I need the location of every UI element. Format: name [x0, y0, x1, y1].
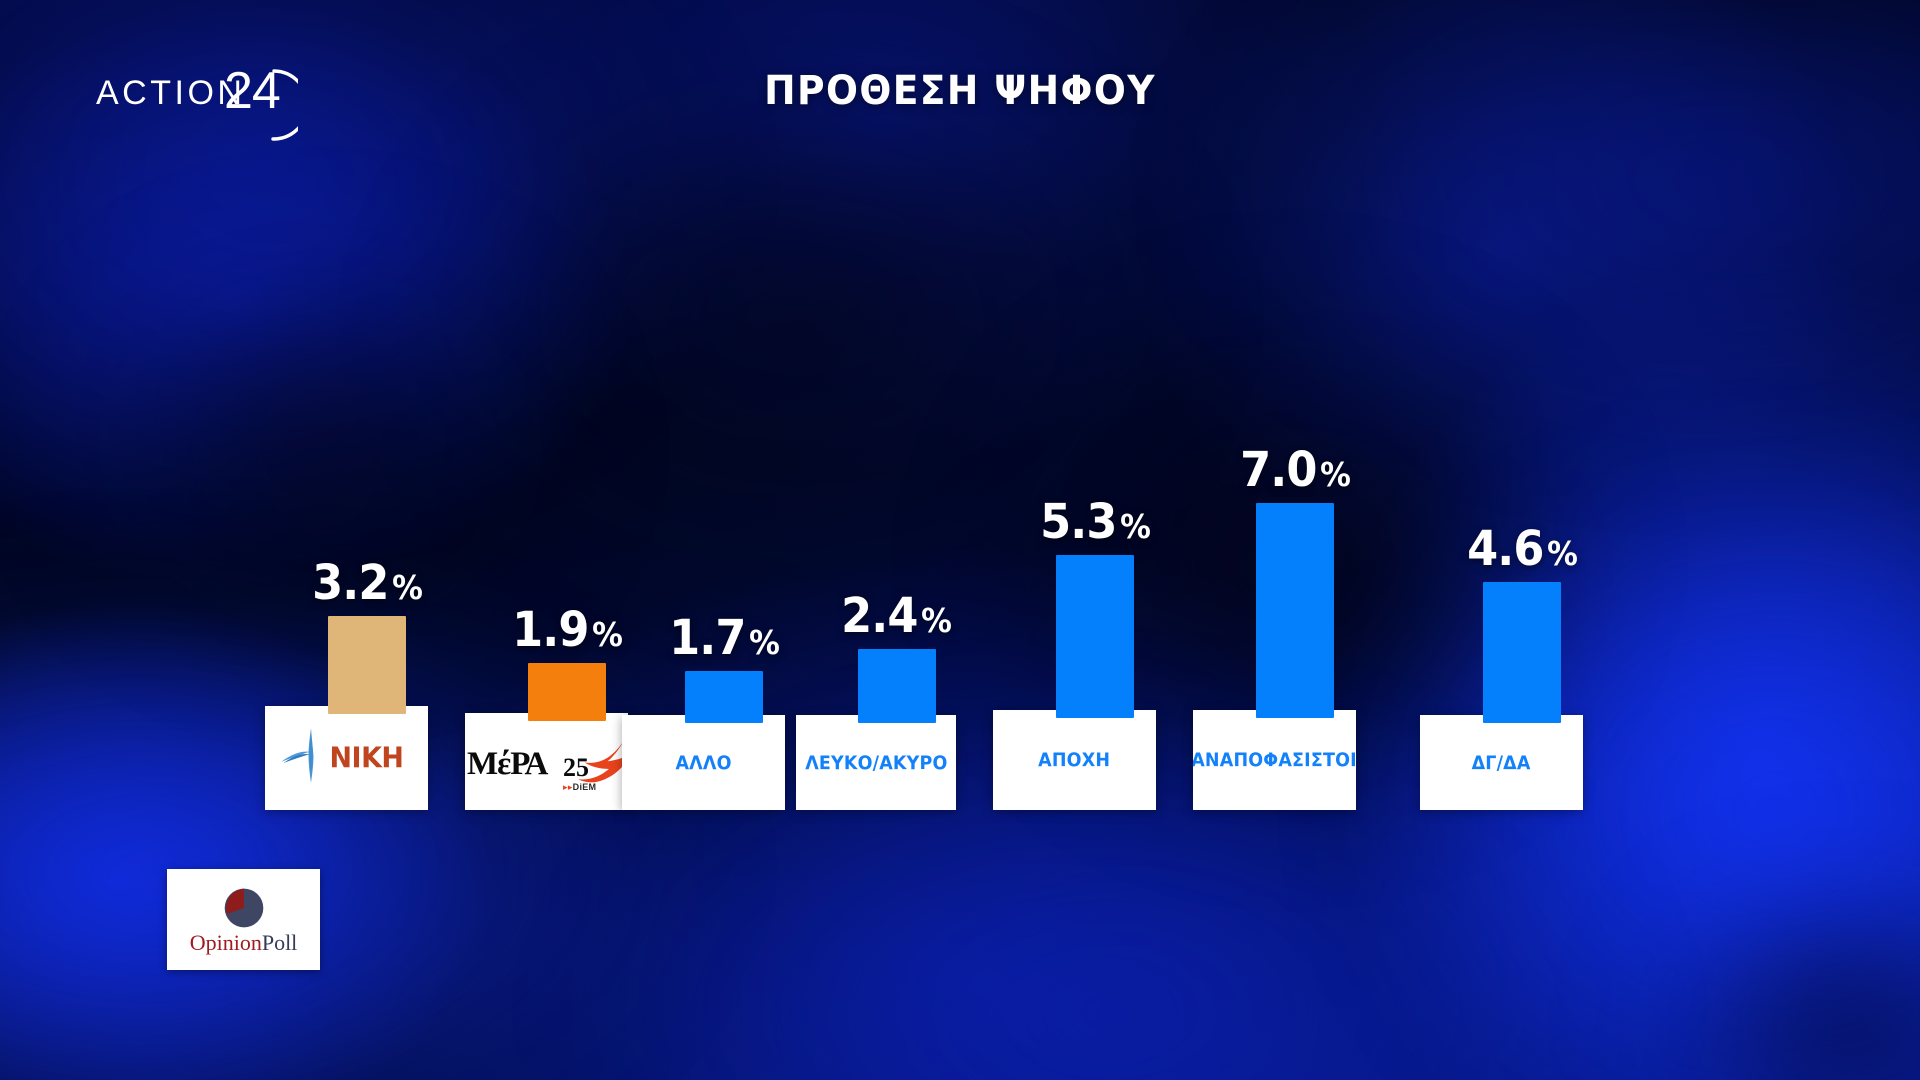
bar-niki[interactable]	[328, 616, 407, 714]
vote-intention-bar-chart: ΝΙΚΗ 3.2% ΜέΡΑ 25 ▸▸DiEM 1.9% ΑΛΛΟ 1.7% ΛΕΥΚΟ/ΑΚ…	[265, 440, 1665, 810]
background-swirl	[1640, 880, 1920, 1080]
opinion-poll-logo: OpinionPoll	[167, 869, 320, 970]
percent-sign: %	[391, 568, 423, 607]
party-card-allo[interactable]: ΑΛΛΟ	[622, 715, 785, 810]
bar-group-dg-da: 4.6%	[1463, 525, 1582, 723]
bar-value-number: 1.9	[511, 602, 589, 658]
bar-value-label-mera25: 1.9%	[512, 606, 623, 654]
bar-value-label-niki: 3.2%	[312, 559, 423, 607]
party-card-label: ΛΕΥΚΟ/ΑΚΥΡΟ	[804, 751, 948, 774]
bar-value-number: 4.6	[1466, 521, 1544, 577]
party-card-apoxi[interactable]: ΑΠΟΧΗ	[993, 710, 1156, 810]
mera25-party-logo: ΜέΡΑ 25 ▸▸DiEM	[465, 726, 628, 798]
percent-sign: %	[1119, 507, 1151, 546]
percent-sign: %	[1319, 455, 1351, 494]
mera25-number: 25	[563, 752, 589, 782]
niki-star-icon	[280, 728, 313, 783]
page-title: ΠΡΟΘΕΣΗ ΨΗΦΟΥ	[764, 68, 1156, 114]
party-card-label: ΑΠΟΧΗ	[1038, 749, 1111, 771]
percent-sign: %	[921, 601, 952, 640]
party-card-label: ΑΛΛΟ	[675, 751, 732, 774]
bar-group-mera25: 1.9%	[508, 606, 627, 721]
percent-sign: %	[748, 623, 780, 662]
party-card-label: ΑΝΑΠΟΦΑΣΙΣΤΟΙ	[1193, 749, 1356, 771]
bar-value-label-allo: 1.7%	[669, 614, 780, 662]
bar-anapofasistoi[interactable]	[1256, 503, 1335, 718]
mera25-diem-subtitle: ▸▸DiEM	[563, 781, 597, 792]
bar-value-label-lefko-akyro: 2.4%	[841, 592, 952, 640]
niki-party-logo: ΝΙΚΗ	[272, 727, 422, 789]
bar-value-number: 1.7	[668, 610, 746, 666]
bar-mera25[interactable]	[528, 663, 607, 721]
bar-group-lefko-akyro: 2.4%	[837, 592, 956, 723]
party-card-dg-da[interactable]: ΔΓ/ΔΑ	[1420, 715, 1583, 810]
action24-number: 24	[224, 62, 281, 120]
action24-arc-icon	[271, 69, 298, 141]
party-card-anapofasistoi[interactable]: ΑΝΑΠΟΦΑΣΙΣΤΟΙ	[1193, 710, 1356, 810]
bar-value-number: 7.0	[1239, 442, 1317, 498]
party-card-label: ΔΓ/ΔΑ	[1471, 751, 1532, 774]
bar-group-apoxi: 5.3%	[1036, 498, 1155, 718]
bar-lefko-akyro[interactable]	[857, 649, 936, 723]
bar-group-anapofasistoi: 7.0%	[1236, 446, 1355, 718]
percent-sign: %	[1546, 534, 1578, 573]
opinion-poll-wordmark: OpinionPoll	[190, 932, 298, 954]
party-card-niki[interactable]: ΝΙΚΗ	[265, 706, 428, 810]
action24-logo: ACTION 24	[96, 62, 316, 141]
percent-sign: %	[591, 615, 623, 654]
bar-group-allo: 1.7%	[665, 614, 784, 723]
opinion-poll-word-opinion: Opinion	[189, 930, 262, 955]
niki-wordmark: ΝΙΚΗ	[329, 741, 403, 775]
mera25-wordmark: ΜέΡΑ	[467, 745, 548, 782]
bar-apoxi[interactable]	[1056, 555, 1135, 718]
bar-dg-da[interactable]	[1483, 582, 1562, 723]
mera25-bird-icon	[578, 732, 628, 782]
bar-value-label-anapofasistoi: 7.0%	[1240, 446, 1351, 494]
bar-value-number: 2.4	[841, 588, 918, 644]
bar-value-number: 3.2	[311, 555, 389, 611]
opinion-poll-word-poll: Poll	[261, 930, 298, 955]
bar-allo[interactable]	[685, 671, 764, 723]
pie-chart-icon	[224, 888, 263, 928]
bar-group-niki: 3.2%	[308, 559, 427, 714]
action24-wordmark: ACTION	[96, 74, 246, 112]
bar-value-label-dg-da: 4.6%	[1467, 525, 1578, 573]
party-card-lefko-akyro[interactable]: ΛΕΥΚΟ/ΑΚΥΡΟ	[796, 715, 956, 810]
bar-value-label-apoxi: 5.3%	[1040, 498, 1151, 546]
party-card-mera25[interactable]: ΜέΡΑ 25 ▸▸DiEM	[465, 713, 628, 810]
bar-value-number: 5.3	[1039, 494, 1117, 550]
